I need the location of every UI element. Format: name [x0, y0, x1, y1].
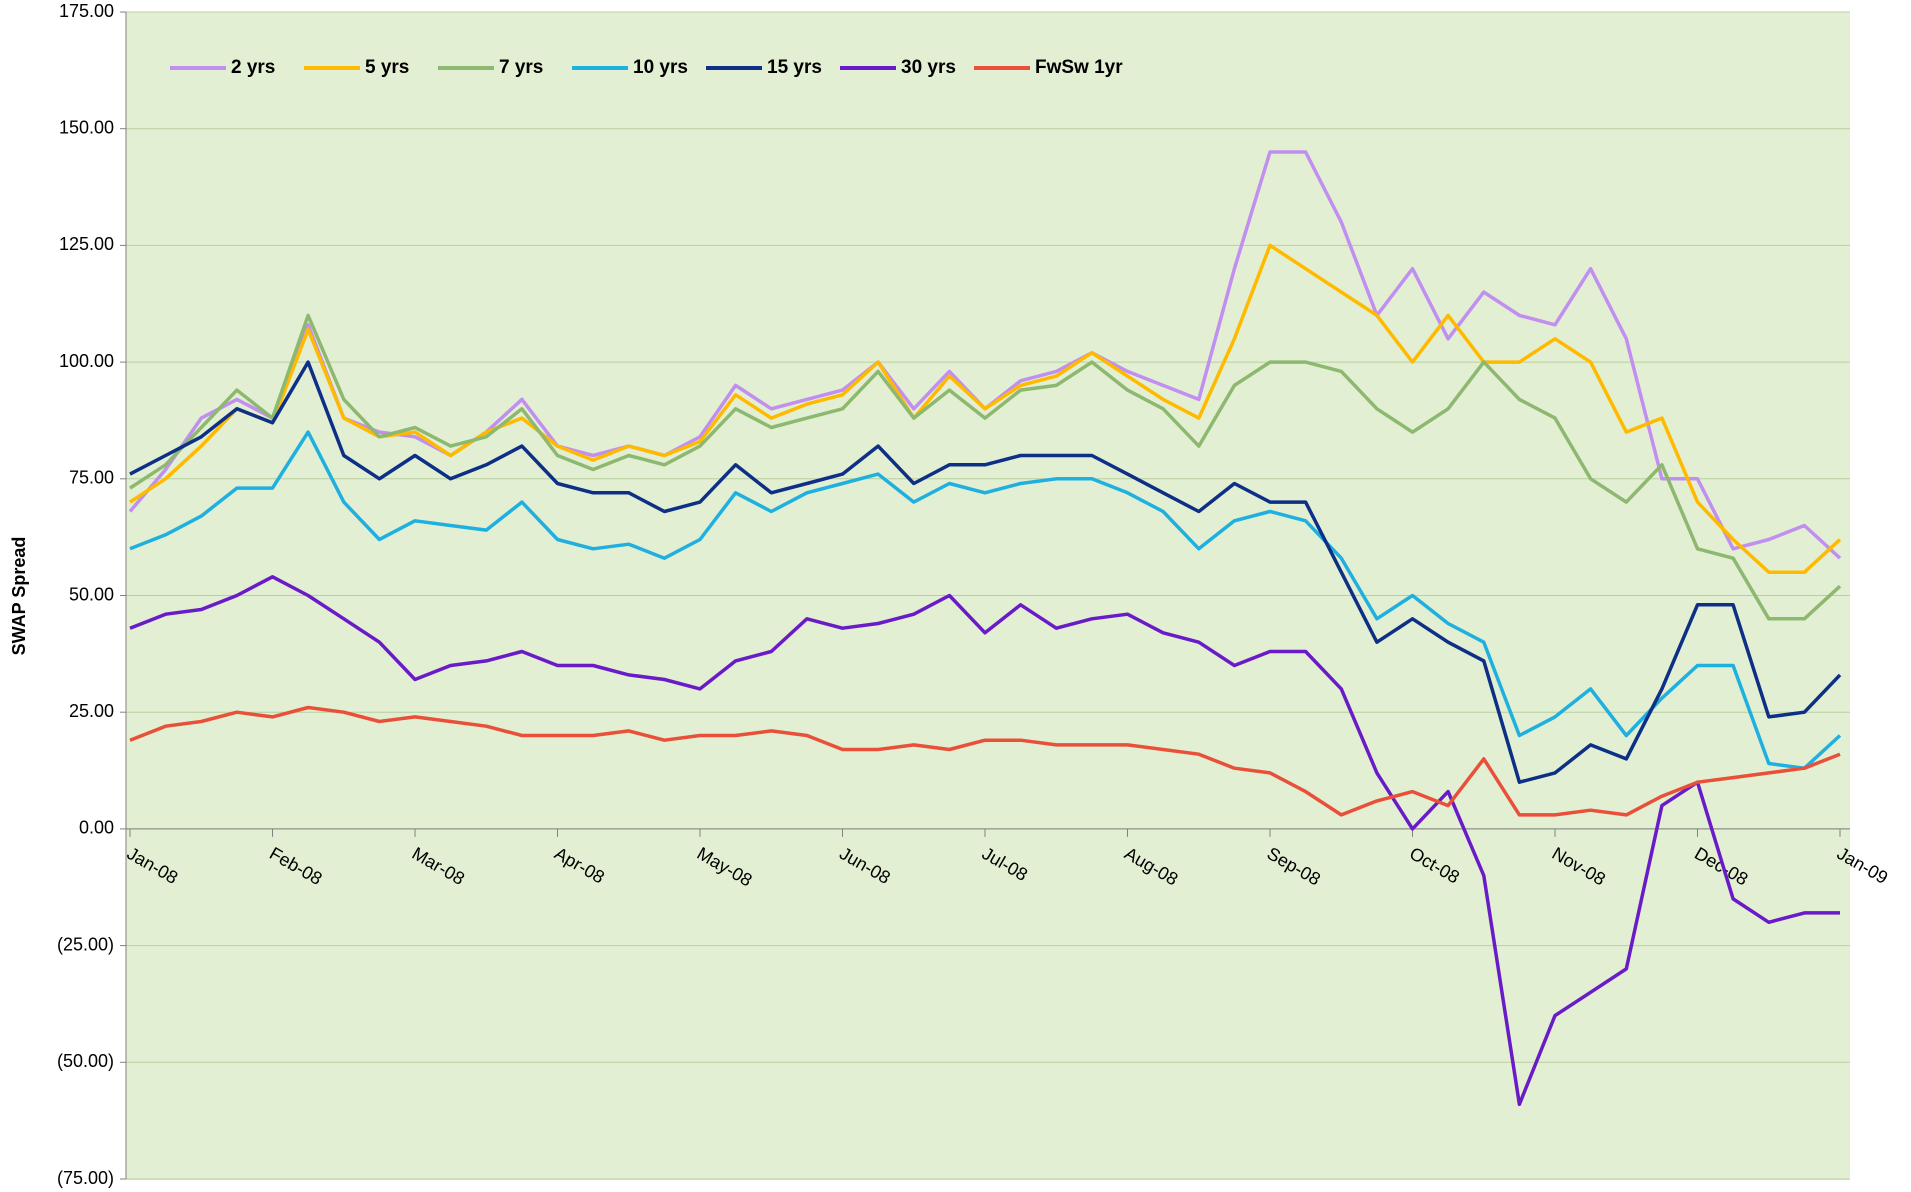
legend-label: 15 yrs — [767, 57, 822, 78]
series-line — [129, 705, 1841, 817]
y-tick-label: (25.00) — [57, 934, 114, 954]
legend-label: 30 yrs — [901, 57, 956, 78]
series-line — [129, 575, 1840, 1107]
y-tick-label: 50.00 — [69, 584, 114, 604]
legend: 2 yrs 5 yrs 7 yrs 10 yrs 15 yrs 30 yrs FwSw 1y… — [170, 57, 1123, 78]
legend-label: 5 yrs — [365, 57, 409, 78]
series-line — [129, 360, 1842, 784]
y-tick-label: (50.00) — [57, 1051, 114, 1071]
y-tick-label: 175.00 — [59, 1, 114, 21]
series-line — [129, 313, 1842, 621]
legend-label: 10 yrs — [633, 57, 688, 78]
y-tick-label: 75.00 — [69, 468, 114, 488]
legend-label: FwSw 1yr — [1035, 57, 1123, 78]
y-tick-label: 150.00 — [59, 117, 114, 137]
legend-label: 7 yrs — [499, 57, 543, 78]
y-tick-label: (75.00) — [57, 1168, 114, 1188]
y-tick-label: 125.00 — [59, 234, 114, 254]
y-tick-label: 0.00 — [79, 818, 114, 838]
series-line — [129, 430, 1842, 770]
y-tick-label: 100.00 — [59, 351, 114, 371]
legend-label: 2 yrs — [231, 57, 275, 78]
y-tick-label: 25.00 — [69, 701, 114, 721]
series-line — [129, 243, 1842, 574]
y-axis-label: SWAP Spread — [9, 537, 29, 656]
